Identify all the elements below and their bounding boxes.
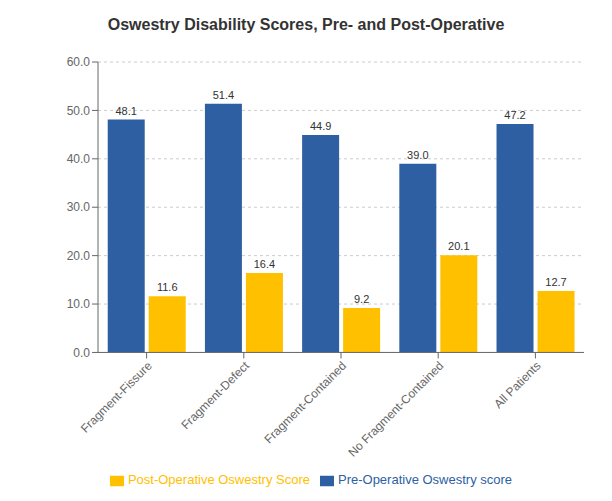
svg-text:51.4: 51.4	[213, 89, 234, 101]
svg-text:16.4: 16.4	[254, 258, 275, 270]
svg-text:0.0: 0.0	[73, 346, 90, 360]
svg-text:Fragment-Contained: Fragment-Contained	[261, 359, 349, 447]
svg-text:44.9: 44.9	[310, 120, 331, 132]
svg-text:Fragment-Fissure: Fragment-Fissure	[78, 358, 155, 435]
html-text:Oswestry Disability Scores, Pr: Oswestry Disability Scores, Pre- and Pos…	[107, 16, 505, 33]
svg-text:47.2: 47.2	[504, 109, 525, 121]
svg-text:39.0: 39.0	[407, 149, 428, 161]
svg-text:20.0: 20.0	[67, 249, 91, 263]
svg-text:12.7: 12.7	[545, 276, 566, 288]
html-text:Post-Operative Oswestry Score: Post-Operative Oswestry Score	[127, 472, 310, 488]
svg-text:40.0: 40.0	[67, 152, 91, 166]
svg-text:50.0: 50.0	[67, 104, 91, 118]
svg-text:11.6: 11.6	[157, 281, 178, 293]
svg-text:30.0: 30.0	[67, 200, 91, 214]
svg-text:48.1: 48.1	[116, 105, 137, 117]
html-text:Pre-Operative Oswestry score: Pre-Operative Oswestry score	[338, 472, 513, 488]
svg-text:20.1: 20.1	[448, 240, 469, 252]
svg-text:Fragment-Defect: Fragment-Defect	[178, 358, 252, 432]
svg-text:10.0: 10.0	[67, 297, 91, 311]
svg-text:9.2: 9.2	[354, 293, 369, 305]
svg-text:No Fragment-Contained: No Fragment-Contained	[345, 359, 446, 460]
svg-text:60.0: 60.0	[67, 55, 91, 69]
svg-text:All Patients: All Patients	[491, 359, 543, 411]
